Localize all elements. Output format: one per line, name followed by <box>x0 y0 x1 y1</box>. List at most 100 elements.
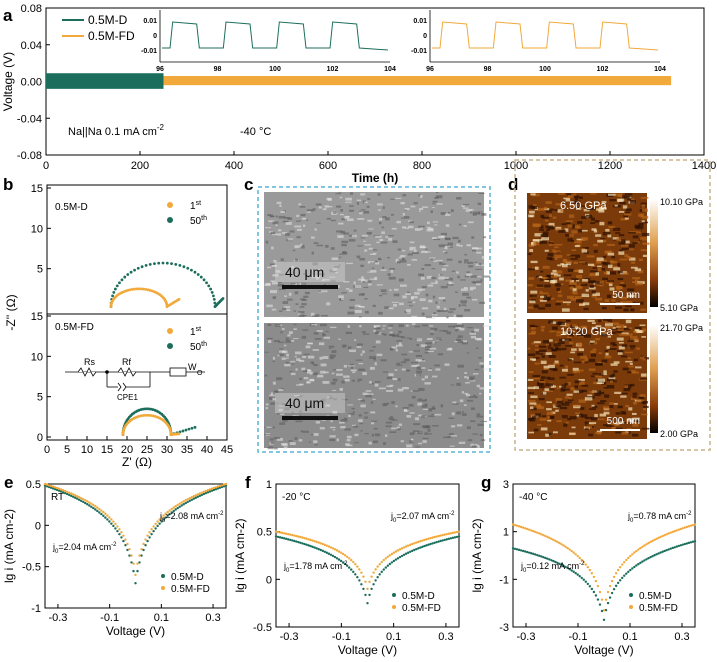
sem-texture <box>347 346 352 350</box>
data-point-d <box>513 547 517 551</box>
afm-texture <box>641 215 649 219</box>
sem-texture <box>444 213 451 216</box>
sem-texture <box>278 288 286 291</box>
afm-texture <box>603 370 607 374</box>
data-point-d <box>172 509 175 513</box>
sem-texture <box>450 435 457 437</box>
j0-value: =2.08 mA cm <box>165 511 218 521</box>
data-point-fd <box>423 538 426 542</box>
data-point-fd <box>612 575 616 579</box>
sem-texture <box>422 408 429 410</box>
afm-texture <box>578 229 583 233</box>
data-point-fd <box>534 530 537 534</box>
sem-texture <box>444 277 449 280</box>
sem-texture <box>474 368 480 371</box>
afm-texture <box>569 432 576 435</box>
data-point-d <box>511 547 515 550</box>
sem-texture <box>378 258 383 260</box>
sem-texture <box>322 381 330 384</box>
afm-texture <box>606 378 615 382</box>
afm-texture <box>565 279 572 282</box>
sem-texture <box>464 392 468 395</box>
afm-texture <box>584 428 589 430</box>
afm-texture <box>624 351 633 354</box>
sem-texture <box>387 256 391 259</box>
data-point-fd <box>148 531 151 534</box>
data-point-fd <box>536 531 539 534</box>
data-point-fd <box>421 539 424 542</box>
sem-texture <box>327 198 333 201</box>
sem-texture <box>343 417 348 420</box>
sem-texture <box>422 440 427 443</box>
afm-texture <box>534 233 543 237</box>
cpe-element <box>117 382 127 392</box>
afm-texture <box>556 300 564 303</box>
condition-annotation: Na||Na 0.1 mA cm-2 <box>68 123 165 138</box>
sem-texture <box>472 213 477 216</box>
sem-texture <box>391 227 397 230</box>
sem-texture <box>431 316 436 320</box>
sem-texture <box>373 329 376 332</box>
sem-texture <box>321 398 326 402</box>
data-point-fd <box>86 500 89 503</box>
scale-bar-label: 40 μm <box>285 264 324 280</box>
data-point-d <box>564 565 567 569</box>
data-point-d <box>90 505 93 508</box>
data-point-d <box>566 566 569 570</box>
sem-texture <box>473 394 476 397</box>
afm-texture <box>625 319 632 324</box>
data-point-fd <box>376 565 379 568</box>
sem-texture <box>412 364 418 367</box>
sem-texture <box>264 283 271 287</box>
afm-texture <box>555 321 562 325</box>
data-point-d <box>348 566 351 569</box>
sem-texture <box>446 283 454 286</box>
data-point-1st <box>139 287 143 291</box>
afm-texture <box>625 208 632 212</box>
afm-texture <box>606 280 614 283</box>
sem-texture <box>357 245 364 247</box>
data-point-50th <box>111 294 114 298</box>
sem-texture <box>456 324 464 327</box>
afm-texture <box>589 274 598 277</box>
sem-texture <box>360 399 365 402</box>
data-point-d <box>602 618 606 622</box>
sem-texture <box>311 236 315 239</box>
sem-texture <box>452 236 459 240</box>
x-tick-label: 200 <box>131 160 149 172</box>
sem-texture <box>283 446 288 449</box>
sem-texture <box>362 392 368 396</box>
sem-texture <box>482 236 487 239</box>
afm-texture <box>642 328 647 332</box>
afm-texture <box>608 348 617 350</box>
afm-texture <box>589 284 594 288</box>
j0-value: =0.12 mA cm <box>526 561 579 571</box>
afm-texture <box>603 387 608 389</box>
sem-texture <box>405 309 411 313</box>
data-point-d <box>443 538 446 542</box>
afm-texture <box>639 324 646 327</box>
series-band-fd <box>163 75 672 86</box>
data-point-fd <box>162 514 165 517</box>
data-point-fd <box>564 545 567 548</box>
afm-texture <box>555 283 561 287</box>
sem-texture <box>269 438 275 441</box>
data-point-fd <box>222 483 226 486</box>
sem-texture <box>314 275 321 278</box>
sem-texture <box>315 277 319 280</box>
panel-label-g: g <box>481 473 491 492</box>
sem-texture <box>389 331 393 334</box>
data-point-d <box>303 542 306 546</box>
sem-texture <box>398 378 401 382</box>
data-point-d <box>455 535 459 539</box>
sem-texture <box>421 324 428 327</box>
afm-texture <box>627 371 632 374</box>
j0-sub: 0 <box>286 568 290 574</box>
afm-texture <box>601 261 607 264</box>
sem-texture <box>301 335 307 339</box>
sem-texture <box>454 291 459 293</box>
afm-texture <box>577 369 584 372</box>
afm-texture <box>533 428 539 432</box>
x-tick-label: 10 <box>81 444 93 456</box>
sem-texture <box>339 387 343 391</box>
